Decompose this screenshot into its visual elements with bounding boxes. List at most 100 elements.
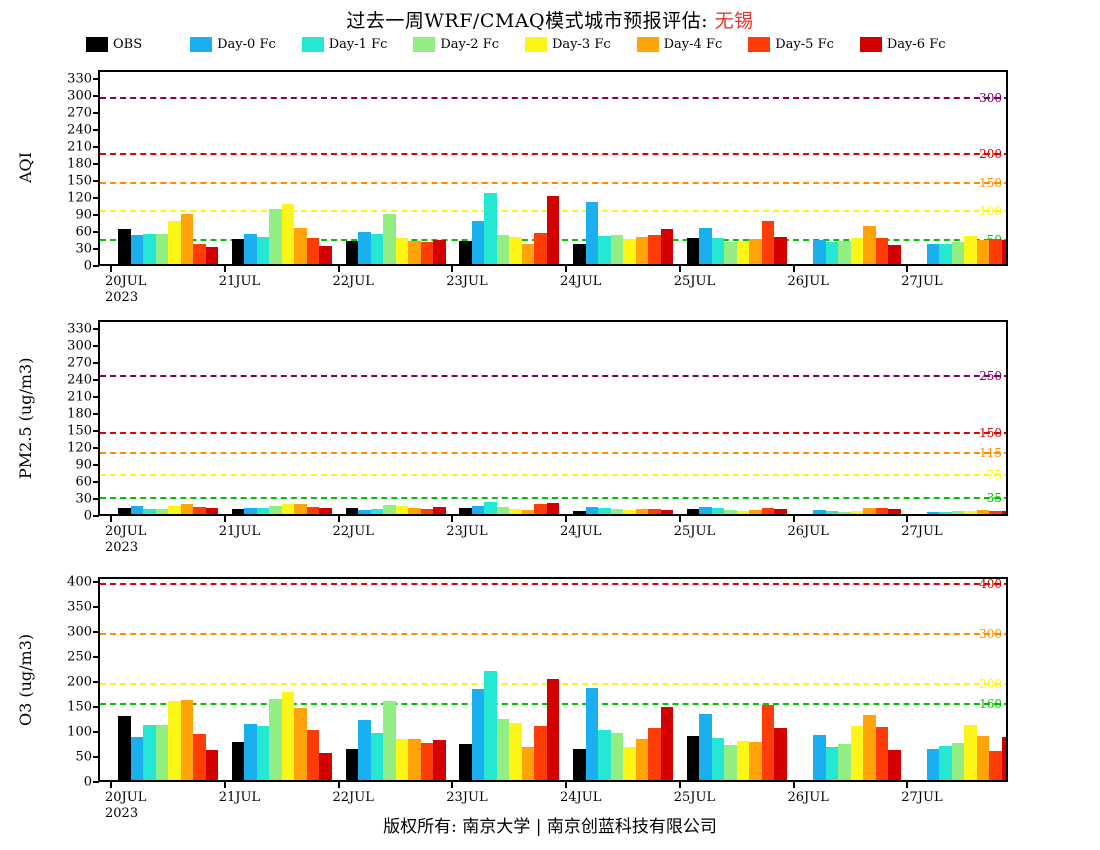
plot-area: 35 75 115 150 250 [98,320,1008,516]
x-tick-label: 27JUL [901,274,943,289]
bar [205,749,218,780]
bar [774,728,787,780]
y-tick-label: 350 [67,599,92,615]
bar [471,220,485,264]
x-tick-label: 24JUL [560,790,602,805]
bar [358,720,371,780]
legend-item-day-2-fc[interactable]: Day-2 Fc [413,36,499,52]
y-tick-mark [93,111,99,114]
bar [573,511,586,514]
x-tick-label: 22JUL [332,524,374,539]
x-tick-label: 22JUL [332,790,374,805]
bar [345,508,358,514]
bar [130,506,143,514]
threshold-label-160: 160 [979,697,1002,711]
plot-area: 50 100 150 200 300 [98,70,1008,266]
x-tick-sublabel-year: 2023 [105,540,139,555]
bar [168,506,181,514]
x-tick-mark [337,516,340,522]
y-tick-label: 30 [75,241,92,257]
threshold-line-400 [100,583,1006,585]
legend-label: Day-6 Fc [886,36,946,52]
bar [585,687,598,780]
y-tick-label: 90 [75,207,92,223]
bar [143,508,156,514]
bar [433,507,446,514]
legend-item-day-4-fc[interactable]: Day-4 Fc [636,36,722,52]
bar [648,235,661,264]
y-tick-label: 0 [83,258,92,274]
bar [281,204,295,264]
bar [813,510,826,514]
bar [838,240,851,264]
y-tick-mark [93,412,99,415]
legend-item-day-0-fc[interactable]: Day-0 Fc [190,36,276,52]
bar [319,507,332,514]
y-tick-label: 100 [67,724,92,740]
bar [724,744,737,780]
bar [509,722,522,780]
threshold-label-35: 35 [986,491,1002,506]
bar [383,701,396,780]
bar [231,508,245,514]
x-tick-label: 21JUL [218,524,261,539]
bar [546,503,560,514]
bar [521,510,535,514]
legend-swatch-icon [413,36,436,52]
y-tick-label: 330 [67,71,92,87]
bar [294,228,307,264]
bar [1001,239,1006,264]
bar [319,246,332,264]
y-tick-mark [93,378,99,381]
bar [155,508,168,514]
x-tick-mark [451,266,454,272]
legend-item-day-1-fc[interactable]: Day-1 Fc [301,36,387,52]
bar [939,746,952,780]
bar [585,506,598,514]
bar [951,743,965,780]
x-tick-mark [451,782,454,788]
bar [521,746,535,780]
y-tick-mark [93,247,99,250]
bar [370,233,383,264]
legend-item-day-6-fc[interactable]: Day-6 Fc [859,36,946,52]
bar [370,509,383,514]
y-tick-mark [93,395,99,398]
bar [231,742,245,780]
threshold-line-150 [100,431,1006,434]
bar [306,729,320,780]
bar [395,238,408,264]
bar [306,238,320,264]
bar [269,209,282,264]
bar [850,725,863,780]
x-tick-label: 25JUL [673,790,716,805]
y-tick-label: 0 [83,508,92,524]
y-tick-label: 150 [67,699,92,715]
bar [244,233,257,264]
y-tick-label: 150 [67,423,92,439]
bar [459,240,472,264]
legend-item-day-3-fc[interactable]: Day-3 Fc [525,36,611,52]
threshold-label-150: 150 [979,175,1002,190]
bar [888,509,901,514]
bar [294,708,307,780]
legend-item-day-5-fc[interactable]: Day-5 Fc [748,36,834,52]
bar [534,725,547,780]
x-tick-mark [337,266,340,272]
x-tick-label: 20JUL [105,524,147,539]
chart-legend: OBS Day-0 Fc Day-1 Fc Day-2 Fc Day-3 Fc Day-4… [86,34,1046,54]
bar [623,746,636,780]
bar [964,510,977,514]
x-tick-mark [792,516,795,522]
bar [573,748,586,780]
legend-item-obs[interactable]: OBS [86,36,142,52]
y-tick-mark [93,606,99,608]
bar [648,508,661,514]
legend-label: Day-3 Fc [552,36,611,52]
bar [813,734,826,780]
bar [686,508,700,514]
bar [269,506,282,514]
